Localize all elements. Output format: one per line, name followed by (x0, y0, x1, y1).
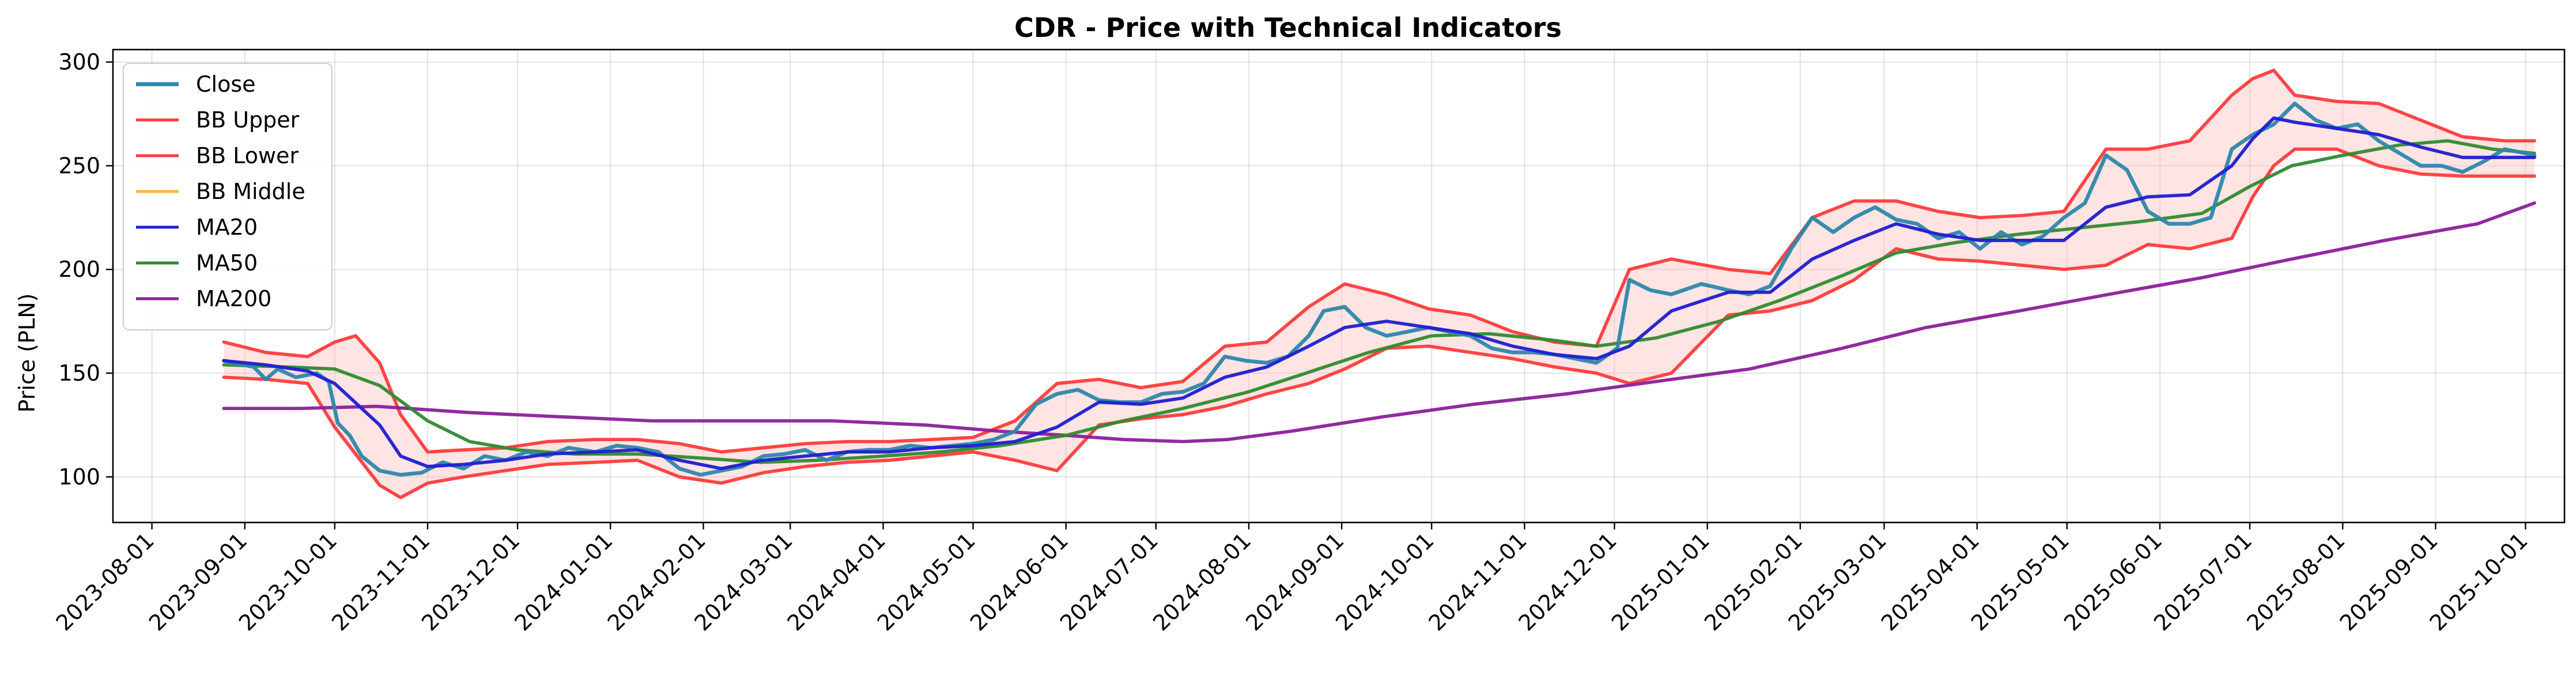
series-layer (222, 69, 2537, 499)
series-line-bb-upper (222, 69, 2536, 454)
series-line-close (222, 101, 2537, 477)
series-line-ma200 (222, 201, 2536, 443)
legend-label-bb-upper: BB Upper (196, 107, 300, 133)
y-tick-label: 200 (58, 257, 100, 282)
legend-label-bb-middle: BB Middle (196, 179, 305, 204)
y-axis-label: Price (PLN) (14, 294, 40, 413)
y-tick-label: 250 (58, 153, 100, 178)
bollinger-band-area (224, 70, 2535, 498)
series-line-ma20 (222, 116, 2536, 471)
legend-label-bb-lower: BB Lower (196, 143, 299, 168)
legend-label-close: Close (196, 72, 256, 97)
y-tick-label: 300 (58, 50, 100, 75)
legend-label-ma20: MA20 (196, 215, 258, 240)
legend-label-ma50: MA50 (196, 250, 258, 276)
legend: Close BB Upper BB Lower BB Middle MA20 MA50 MA… (123, 63, 333, 330)
plot-frame (112, 48, 2566, 524)
y-axis-ticks: 100 150 200 250 300 (58, 50, 113, 490)
legend-label-ma200: MA200 (196, 286, 271, 311)
y-tick-label: 150 (58, 360, 100, 386)
bollinger-band-fill (224, 70, 2535, 498)
y-tick-label: 100 (58, 464, 100, 490)
chart-title: CDR - Price with Technical Indicators (1014, 12, 1562, 43)
